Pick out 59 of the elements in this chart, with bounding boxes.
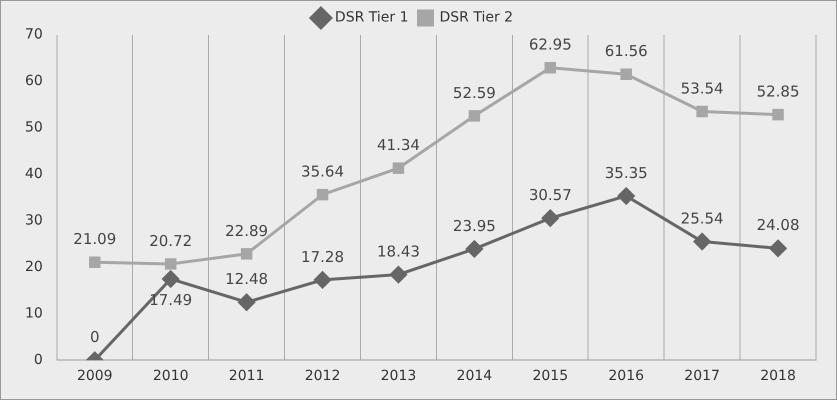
y-tick-label: 20 (24, 258, 43, 275)
x-tick-label: 2017 (684, 368, 720, 384)
point (772, 108, 784, 120)
data-label: 24.08 (756, 216, 800, 234)
data-label: 35.64 (301, 162, 344, 181)
point (390, 266, 407, 284)
point (544, 62, 556, 74)
y-tick-label: 10 (24, 305, 43, 322)
data-label: 30.57 (528, 186, 572, 204)
data-label: 25.54 (680, 209, 724, 228)
point (392, 162, 404, 174)
point (620, 68, 632, 80)
point (164, 258, 176, 270)
y-tick-label: 60 (24, 73, 43, 90)
point (542, 210, 559, 227)
data-label: 52.85 (756, 82, 800, 101)
data-label: 22.89 (225, 222, 268, 240)
data-label: 35.35 (604, 164, 648, 182)
y-tick-label: 30 (24, 212, 43, 228)
x-tick-label: 2018 (760, 368, 796, 384)
point (89, 256, 101, 268)
data-label: 17.28 (301, 248, 344, 266)
data-label: 53.54 (680, 79, 724, 98)
point (240, 248, 252, 260)
point (696, 106, 708, 118)
data-label: 12.48 (225, 270, 268, 288)
point (314, 271, 332, 288)
data-label: 41.34 (376, 136, 420, 154)
point (694, 233, 711, 250)
data-label: 0 (90, 328, 100, 346)
data-label: 23.95 (452, 216, 496, 235)
legend-label: DSR Tier 1 (334, 10, 409, 26)
y-tick-label: 0 (34, 352, 43, 368)
x-tick-label: 2011 (228, 368, 264, 384)
x-tick-label: 2014 (456, 368, 492, 384)
legend-label: DSR Tier 2 (440, 10, 514, 26)
data-label: 52.59 (452, 84, 496, 102)
x-tick-label: 2016 (608, 368, 644, 384)
point (316, 188, 328, 200)
point (238, 294, 256, 311)
x-tick-label: 2015 (532, 368, 568, 384)
data-label: 61.56 (604, 42, 648, 60)
data-label: 21.09 (73, 230, 116, 248)
point (466, 240, 483, 258)
point (770, 240, 787, 257)
data-label: 18.43 (376, 242, 420, 260)
x-tick-label: 2013 (380, 368, 416, 384)
y-tick-label: 50 (24, 120, 43, 136)
point (618, 187, 635, 204)
x-tick-label: 2010 (152, 368, 189, 384)
x-tick-label: 2009 (76, 368, 113, 384)
data-label: 20.72 (149, 232, 192, 250)
x-tick-label: 2012 (304, 368, 340, 384)
data-label: 17.49 (149, 290, 192, 309)
y-tick-label: 70 (24, 26, 43, 43)
point (162, 270, 180, 288)
y-tick-label: 40 (24, 166, 43, 182)
point (468, 110, 480, 122)
data-label: 62.95 (528, 36, 572, 54)
